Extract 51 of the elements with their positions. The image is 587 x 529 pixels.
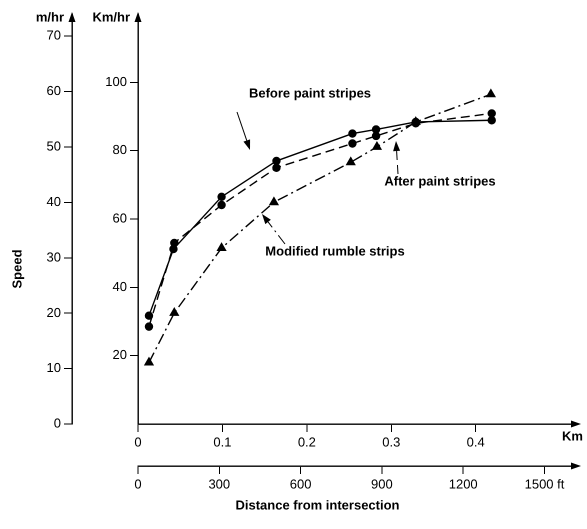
text: Speed [10,249,25,289]
x2-tick-label: 900 [371,476,393,492]
y2-tick-label: 20 [112,347,127,362]
y2-tick-label: 40 [112,278,127,294]
y2-tick-label: 100 [105,74,127,89]
point [269,197,279,206]
point [272,164,281,172]
point [486,89,496,98]
y-tick-label: 60 [46,83,61,98]
legend-label: After paint stripes [384,174,496,189]
x-axis-title: Km [562,428,583,444]
x-tick-label: 0.1 [213,434,232,450]
point [144,357,154,366]
point [216,242,226,251]
point [170,308,179,316]
y2-axis-title: Km/hr [92,10,130,25]
y-tick-label: 30 [46,249,61,264]
point [346,157,356,166]
x2-axis-title: Distance from intersection [236,498,400,513]
point [372,142,382,150]
y-tick-label: 40 [46,194,61,209]
x2-tick-label: 1500 ft [524,476,565,492]
x-tick-label: 0 [134,434,142,450]
point [372,125,380,134]
point [488,109,496,118]
legend-label: Modified rumble strips [265,244,405,259]
point [272,156,281,166]
y2-tick-label: 60 [112,210,127,226]
point [144,311,154,320]
x2-tick-label: 300 [208,476,230,492]
y-axis-title: m/hr [36,10,64,25]
x-tick-label: 0.3 [382,434,400,450]
x2-tick-label: 0 [134,476,142,492]
point [169,244,178,254]
y-tick-label: 50 [46,138,61,154]
series-label: Before paint stripes [248,86,372,101]
x2-tick-label: 600 [290,476,312,492]
x-tick-label: 0.2 [298,434,316,450]
point [144,322,154,331]
point [488,116,496,124]
point [348,139,357,148]
y-tick-label: 0 [54,416,61,431]
point [348,129,357,138]
point [217,200,226,210]
y-tick-label: 20 [46,304,61,320]
point [217,192,226,201]
x-tick-label: 0.4 [466,434,485,450]
y2-tick-label: 80 [112,142,127,158]
y-tick-label: 10 [46,360,61,376]
y-tick-label: 70 [46,28,61,43]
x2-tick-label: 1200 [448,476,478,492]
